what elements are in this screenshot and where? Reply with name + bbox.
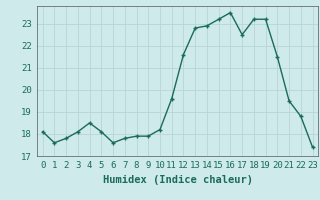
X-axis label: Humidex (Indice chaleur): Humidex (Indice chaleur) <box>103 175 252 185</box>
